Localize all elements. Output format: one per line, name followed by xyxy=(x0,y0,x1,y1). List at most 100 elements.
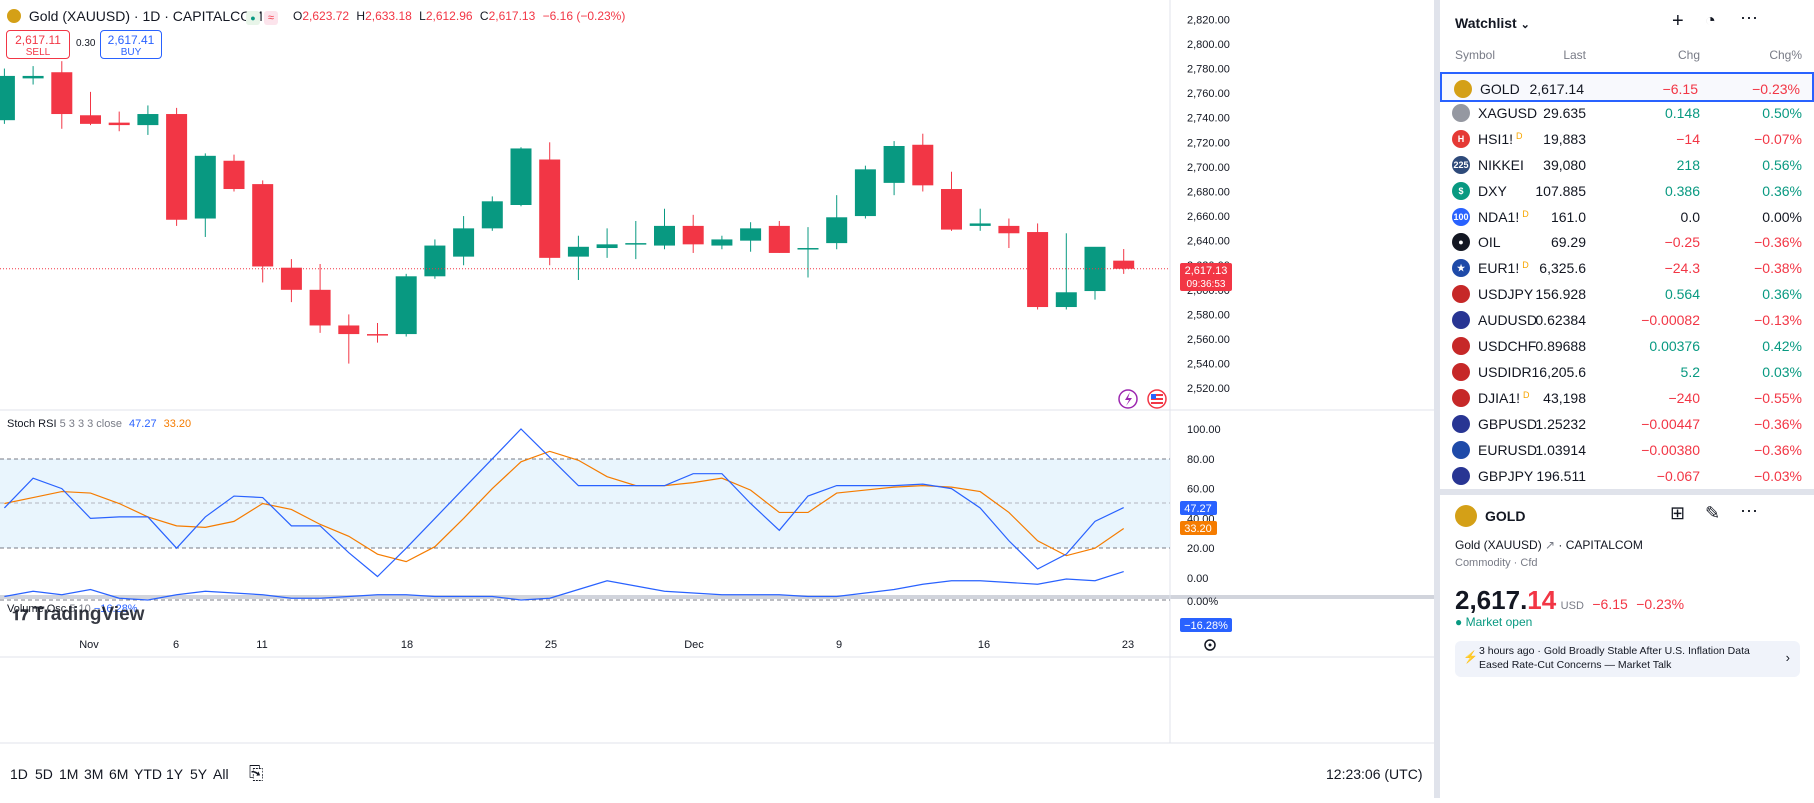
right-panel: Watchlist ⌄ + ◔ ⋯ Symbol Last Chg Chg% G… xyxy=(1440,0,1814,798)
grid-view-icon[interactable]: ⊞ xyxy=(1670,503,1686,523)
details-more-icon[interactable]: ⋯ xyxy=(1740,501,1758,521)
watchlist-row-oil[interactable]: ● OIL 69.29 −0.25 −0.36% xyxy=(1440,227,1814,257)
col-chg[interactable]: Chg xyxy=(1677,48,1700,62)
panel-divider[interactable] xyxy=(1434,0,1440,798)
market-status-dot-icon[interactable]: ● xyxy=(246,11,260,25)
col-last[interactable]: Last xyxy=(1563,48,1586,62)
watchlist-row-gbpjpy[interactable]: GBPJPY 196.511 −0.067 −0.03% xyxy=(1440,461,1814,491)
sell-button[interactable]: 2,617.11 SELL xyxy=(6,30,70,59)
candle xyxy=(1113,249,1135,274)
watchlist-row-gold[interactable]: GOLD 2,617.14 −6.15 −0.23% xyxy=(1440,72,1814,102)
timeframe-1m[interactable]: 1M xyxy=(59,766,79,782)
edit-icon[interactable]: ✎ xyxy=(1705,503,1721,523)
volume-osc-legend[interactable]: Volume Osc 5 10 −16.28% xyxy=(7,603,138,615)
timeframe-6m[interactable]: 6M xyxy=(109,766,129,782)
timeframe-1y[interactable]: 1Y xyxy=(166,766,184,782)
watchlist-row-hsi1[interactable]: H HSI1! D 19,883 −14 −0.07% xyxy=(1440,124,1814,154)
price-tick-label: 2,780.00 xyxy=(1187,64,1230,76)
timeframe-all[interactable]: All xyxy=(213,766,229,782)
spread-value: 0.30 xyxy=(76,38,96,49)
watchlist-title[interactable]: Watchlist ⌄ xyxy=(1455,15,1530,31)
us-flag-icon xyxy=(1452,388,1470,407)
clock-display[interactable]: 12:23:06 (UTC) xyxy=(1326,766,1423,782)
lightning-icon[interactable] xyxy=(1118,389,1138,409)
watchlist-column-headers: Symbol Last Chg Chg% xyxy=(1440,45,1814,67)
symbol-header[interactable]: Gold (XAUUSD) · 1D · CAPITALCOM xyxy=(7,8,263,24)
advanced-view-icon[interactable]: ◔ xyxy=(1705,10,1716,30)
details-full-name[interactable]: Gold (XAUUSD) xyxy=(1455,538,1542,552)
price-chart[interactable]: 2,820.00 2,800.00 2,780.00 2,760.00 2,740.00… xyxy=(0,0,1434,798)
dollar-icon: $ xyxy=(1452,181,1470,200)
candle xyxy=(567,235,589,280)
watchlist-pct: −0.55% xyxy=(1754,389,1802,406)
market-open-dot-icon: ● xyxy=(1455,615,1463,629)
watchlist-row-eur1[interactable]: ★ EUR1! D 6,325.6 −24.3 −0.38% xyxy=(1440,253,1814,283)
buy-button[interactable]: 2,617.41 BUY xyxy=(100,30,162,59)
watchlist-row-audusd[interactable]: AUDUSD 0.62384 −0.00082 −0.13% xyxy=(1440,305,1814,335)
wave-icon[interactable]: ≈ xyxy=(263,11,278,25)
candle xyxy=(883,141,905,196)
nasdaq-icon: 100 xyxy=(1452,207,1470,226)
details-name-row: Gold (XAUUSD) ↗ · CAPITALCOM xyxy=(1455,538,1643,552)
col-symbol[interactable]: Symbol xyxy=(1455,48,1496,62)
candle xyxy=(395,273,417,337)
add-symbol-icon[interactable]: + xyxy=(1672,10,1684,32)
oil-icon: ● xyxy=(1452,233,1470,252)
market-status: ● Market open xyxy=(1455,615,1533,629)
gbpusd-flag-icon xyxy=(1452,414,1470,433)
watchlist-symbol: GBPJPY xyxy=(1478,467,1534,484)
timeframe-ytd[interactable]: YTD xyxy=(134,766,162,782)
watchlist-row-gbpusd[interactable]: GBPUSD 1.25232 −0.00447 −0.36% xyxy=(1440,409,1814,439)
watchlist-symbol: USDCHF xyxy=(1478,338,1537,354)
date-range-icon[interactable]: ⎘ xyxy=(249,763,264,783)
timeframe-5y[interactable]: 5Y xyxy=(190,766,208,782)
details-symbol[interactable]: GOLD xyxy=(1485,508,1526,524)
watchlist-row-nikkei[interactable]: 225 NIKKEI 39,080 218 0.56% xyxy=(1440,150,1814,180)
watchlist-pct: 0.50% xyxy=(1762,104,1802,121)
news-card[interactable]: ⚡ 3 hours ago · Gold Broadly Stable Afte… xyxy=(1455,641,1800,677)
candle xyxy=(481,196,503,231)
visibility-toggles[interactable]: ● ≈ xyxy=(246,8,278,25)
axis-settings-icon[interactable] xyxy=(1204,639,1216,651)
watchlist-chg: −0.25 xyxy=(1664,234,1700,251)
candle xyxy=(826,195,848,250)
external-link-icon[interactable]: ↗ xyxy=(1545,538,1559,552)
watchlist-last: 69.29 xyxy=(1550,234,1586,251)
watchlist-last: 1.25232 xyxy=(1535,415,1586,432)
timeframe-3m[interactable]: 3M xyxy=(84,766,104,782)
time-axis-labels: Nov 6 11 18 25 Dec 9 16 23 xyxy=(79,639,1134,651)
us-flag-event-icon[interactable] xyxy=(1147,389,1167,409)
timeframe-5d[interactable]: 5D xyxy=(35,766,53,782)
stoch-d-axis-label: 33.20 xyxy=(1184,523,1212,535)
col-chg-pct[interactable]: Chg% xyxy=(1769,48,1802,62)
timeframe-1d[interactable]: 1D xyxy=(10,766,28,782)
chevron-down-icon[interactable]: ⌄ xyxy=(1520,19,1530,31)
time-axis-label: 25 xyxy=(545,639,557,651)
chevron-right-icon[interactable]: › xyxy=(1785,650,1790,665)
watchlist-last: 0.62384 xyxy=(1535,312,1586,329)
watchlist-row-usdidr[interactable]: USDIDR 16,205.6 5.2 0.03% xyxy=(1440,357,1814,387)
watchlist-row-xagusd[interactable]: XAGUSD 29.635 0.148 0.50% xyxy=(1440,98,1814,128)
watchlist-row-dxy[interactable]: $ DXY 107.885 0.386 0.36% xyxy=(1440,176,1814,206)
watchlist-details-divider[interactable] xyxy=(1440,489,1814,495)
watchlist-row-djia1[interactable]: DJIA1! D 43,198 −240 −0.55% xyxy=(1440,383,1814,413)
symbol-title[interactable]: Gold (XAUUSD) · 1D · CAPITALCOM xyxy=(28,8,263,24)
watchlist-row-eurusd[interactable]: EURUSD 1.03914 −0.00380 −0.36% xyxy=(1440,435,1814,465)
watchlist-row-usdjpy[interactable]: USDJPY 156.928 0.564 0.36% xyxy=(1440,279,1814,309)
stoch-rsi-legend[interactable]: Stoch RSI 5 3 3 3 close 47.27 33.20 xyxy=(7,418,192,430)
price-axis-ticks: 2,820.00 2,800.00 2,780.00 2,760.00 2,740.00… xyxy=(1187,14,1230,395)
more-options-icon[interactable]: ⋯ xyxy=(1740,8,1758,28)
time-axis-label: 18 xyxy=(401,639,413,651)
bar-countdown: 09:36:53 xyxy=(1187,279,1226,290)
price-tick-label: 2,580.00 xyxy=(1187,309,1230,321)
tradingview-logo[interactable]: 𝟏𝟕 TradingView xyxy=(12,604,145,625)
pane-resize-handle[interactable] xyxy=(0,595,1434,599)
watchlist-row-nda1[interactable]: 100 NDA1! D 161.0 0.0 0.00% xyxy=(1440,202,1814,232)
stoch-tick-label: 20.00 xyxy=(1187,543,1215,555)
watchlist-symbol: USDJPY xyxy=(1478,286,1534,303)
chart-area[interactable]: 2,820.00 2,800.00 2,780.00 2,760.00 2,740.00… xyxy=(0,0,1434,798)
hang-seng-icon: H xyxy=(1452,129,1470,148)
watchlist-pct: 0.03% xyxy=(1762,363,1802,380)
watchlist-row-usdchf[interactable]: USDCHF 0.89688 0.00376 0.42% xyxy=(1440,331,1814,361)
watchlist-last: 19,883 xyxy=(1543,130,1586,147)
